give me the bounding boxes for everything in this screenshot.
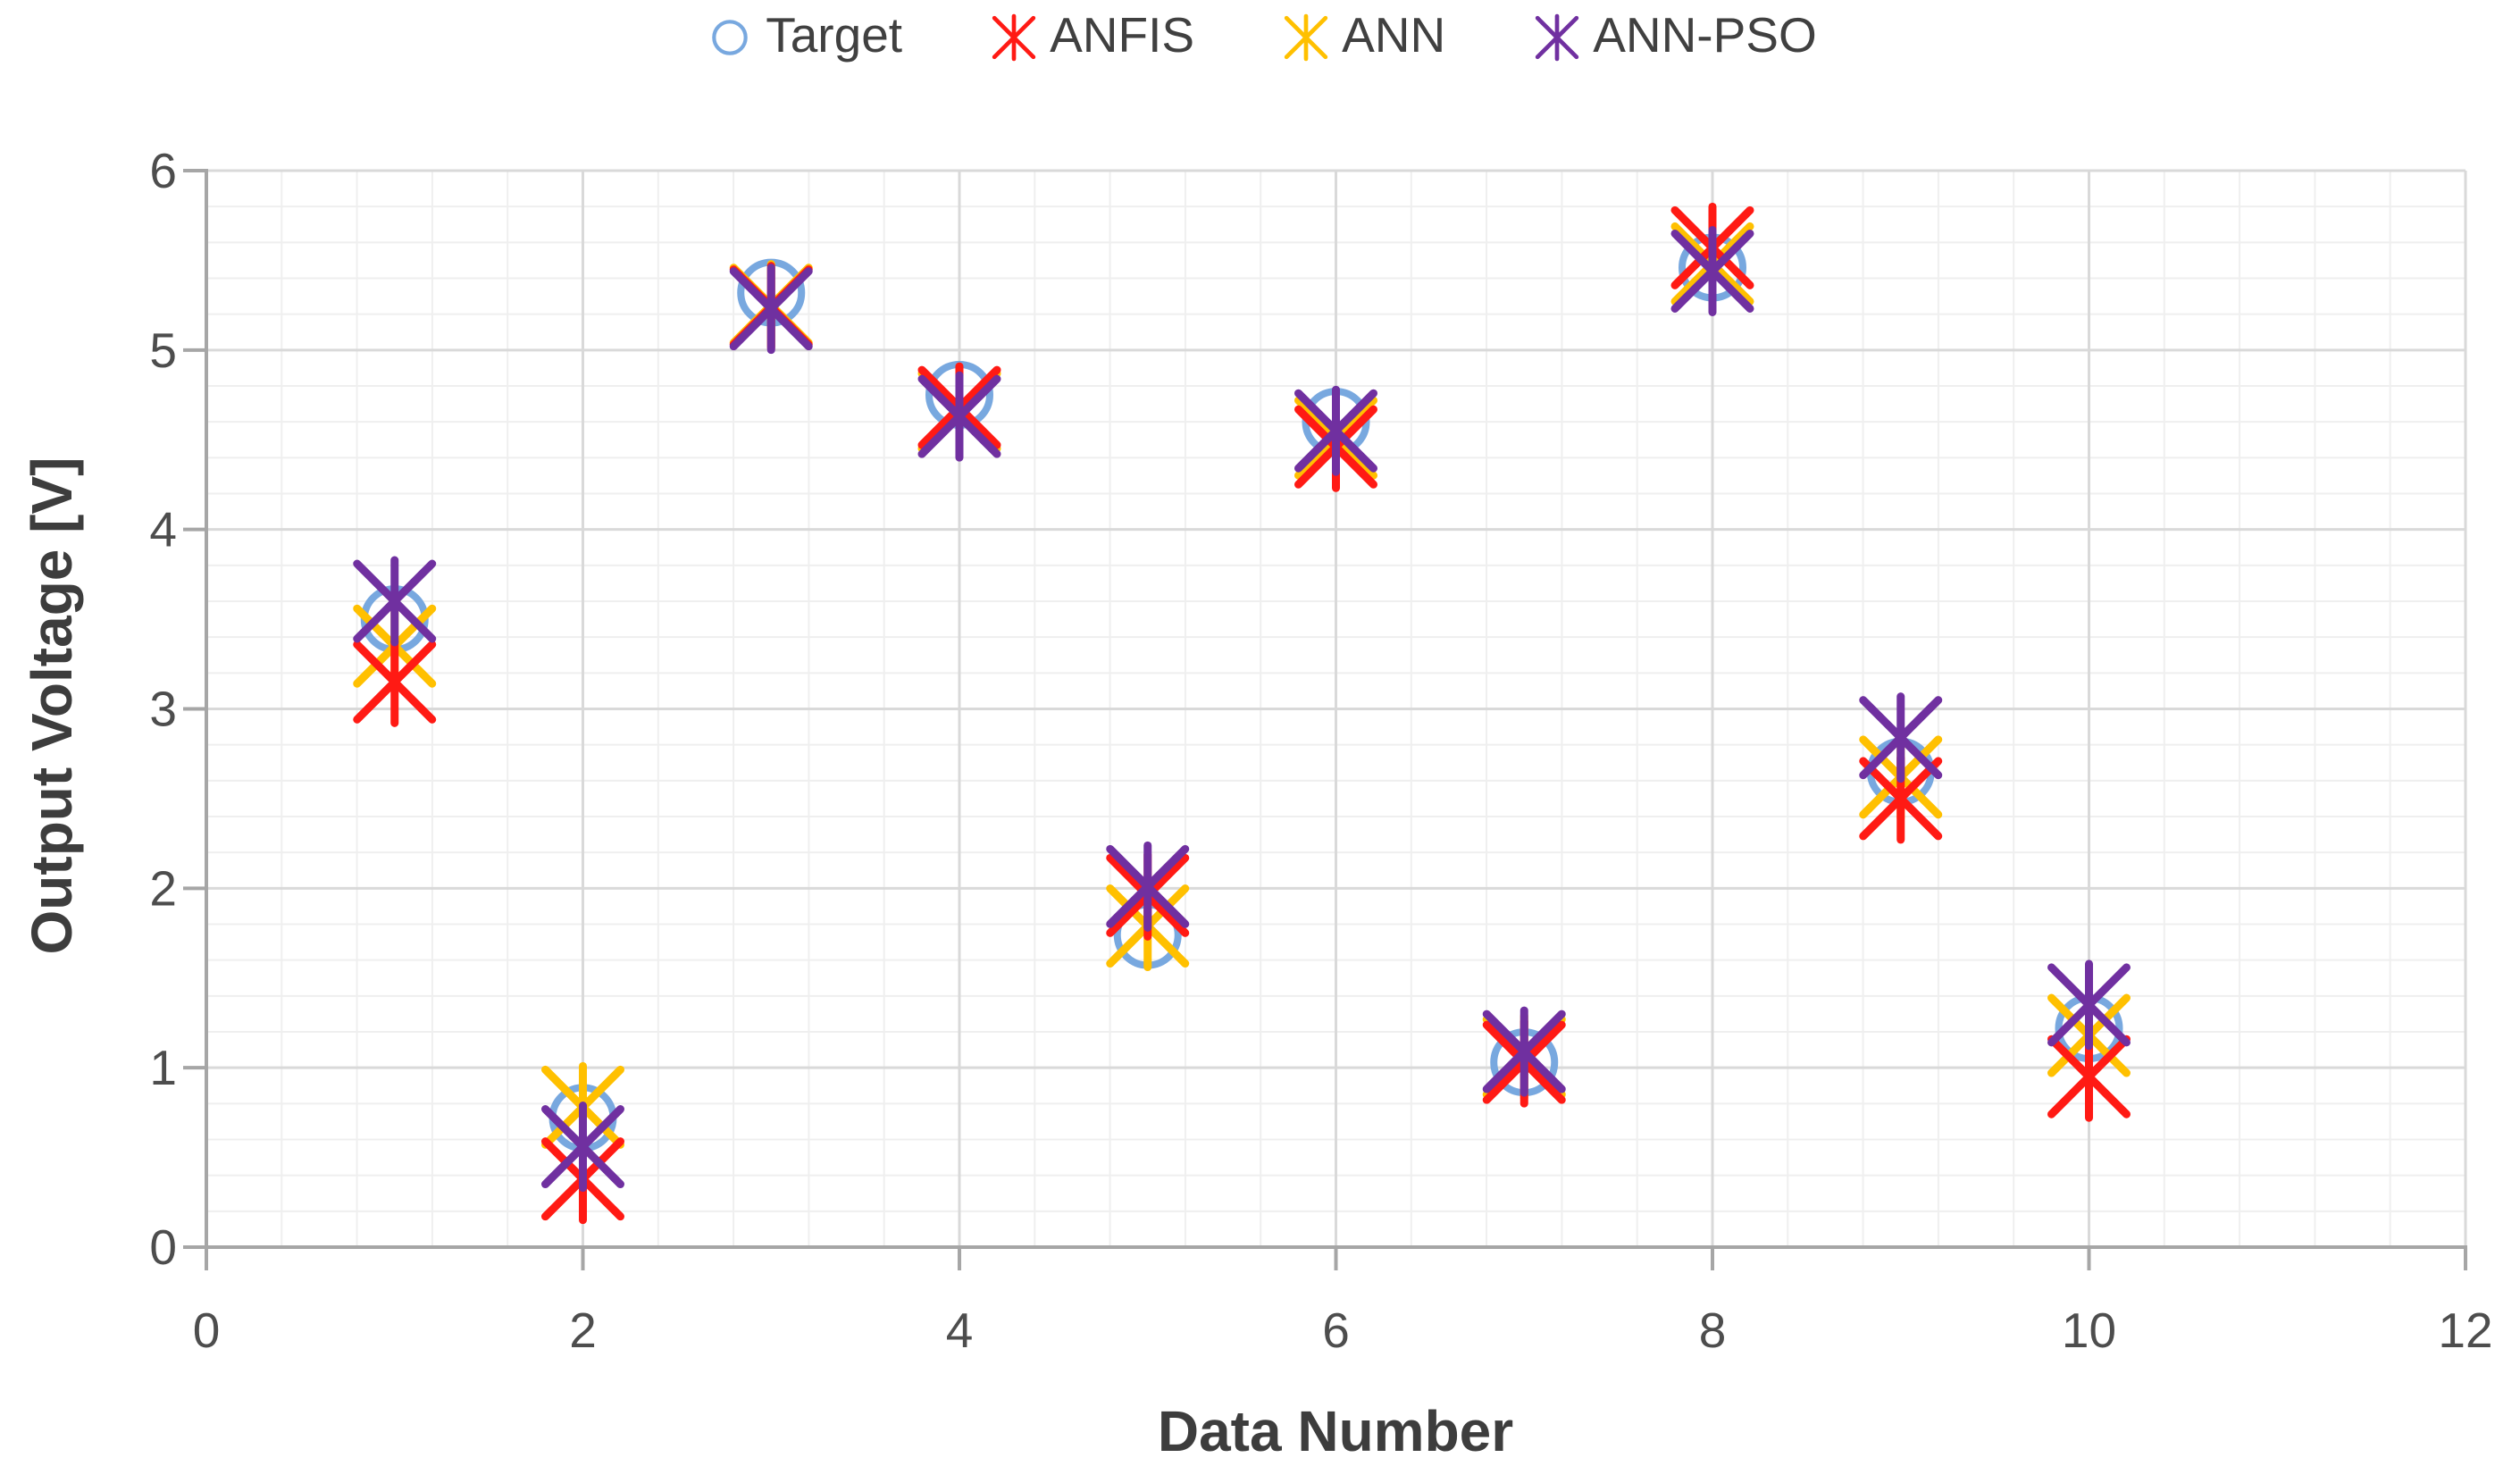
y-tick-label: 0	[149, 1219, 177, 1275]
y-axis-title: Output Voltage [V]	[20, 457, 84, 955]
y-tick-label: 5	[149, 323, 177, 378]
legend-label-target: Target	[766, 7, 903, 63]
series-target	[360, 233, 2123, 1152]
legend-item-ann: ANN	[1279, 5, 1445, 64]
legend-label-anfis: ANFIS	[1050, 7, 1195, 63]
legend-item-target: Target	[703, 5, 902, 64]
y-tick-label: 2	[149, 860, 177, 916]
chart-legend: Target ANFIS ANN ANN-PSO	[0, 5, 2520, 64]
legend-item-ann-pso: ANN-PSO	[1530, 5, 1817, 64]
x-tick-label: 10	[2062, 1303, 2116, 1358]
ann-pso-star-marker-icon	[1530, 5, 1584, 64]
x-tick-label: 4	[946, 1303, 974, 1358]
series-ann-pso	[353, 225, 2131, 1193]
y-tick-label: 4	[149, 502, 177, 557]
legend-label-ann-pso: ANN-PSO	[1593, 7, 1817, 63]
x-tick-label: 0	[193, 1303, 221, 1358]
ann-star-marker-icon	[1279, 5, 1333, 64]
series-ann	[353, 218, 2131, 1152]
y-tick-label: 6	[149, 143, 177, 198]
y-tick-label: 1	[149, 1040, 177, 1095]
x-axis-title: Data Number	[1157, 1399, 1514, 1463]
x-tick-label: 2	[569, 1303, 597, 1358]
anfis-star-marker-icon	[987, 5, 1041, 64]
legend-label-ann: ANN	[1342, 7, 1446, 63]
x-tick-label: 6	[1322, 1303, 1350, 1358]
x-tick-label: 12	[2438, 1303, 2492, 1358]
y-tick-label: 3	[149, 682, 177, 737]
legend-item-anfis: ANFIS	[987, 5, 1194, 64]
target-circle-marker-icon	[703, 5, 757, 64]
x-tick-label: 8	[1699, 1303, 1727, 1358]
